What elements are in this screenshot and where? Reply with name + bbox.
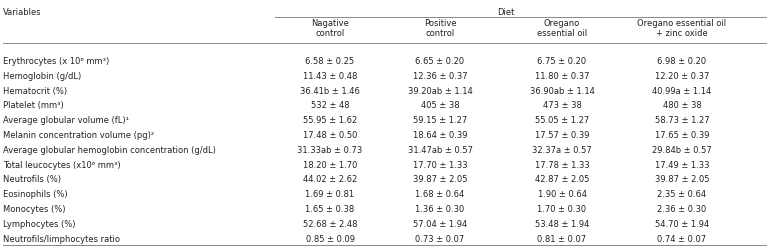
Text: 44.02 ± 2.62: 44.02 ± 2.62 [303,175,357,184]
Text: 17.78 ± 1.33: 17.78 ± 1.33 [534,161,589,170]
Text: essential oil: essential oil [537,29,587,38]
Text: 6.65 ± 0.20: 6.65 ± 0.20 [415,57,464,66]
Text: Oregano essential oil: Oregano essential oil [638,19,727,28]
Text: 473 ± 38: 473 ± 38 [543,101,581,110]
Text: 1.68 ± 0.64: 1.68 ± 0.64 [415,190,464,199]
Text: 0.73 ± 0.07: 0.73 ± 0.07 [415,235,464,244]
Text: 2.35 ± 0.64: 2.35 ± 0.64 [657,190,707,199]
Text: 39.87 ± 2.05: 39.87 ± 2.05 [654,175,709,184]
Text: 1.69 ± 0.81: 1.69 ± 0.81 [305,190,355,199]
Text: 6.58 ± 0.25: 6.58 ± 0.25 [305,57,355,66]
Text: 55.05 ± 1.27: 55.05 ± 1.27 [535,116,589,125]
Text: control: control [425,29,454,38]
Text: Platelet (mm³): Platelet (mm³) [3,101,64,110]
Text: 1.36 ± 0.30: 1.36 ± 0.30 [415,205,464,214]
Text: 39.87 ± 2.05: 39.87 ± 2.05 [413,175,468,184]
Text: Hematocrit (%): Hematocrit (%) [3,87,67,96]
Text: 17.57 ± 0.39: 17.57 ± 0.39 [534,131,589,140]
Text: 36.41b ± 1.46: 36.41b ± 1.46 [300,87,360,96]
Text: 405 ± 38: 405 ± 38 [421,101,459,110]
Text: Melanin concentration volume (pg)²: Melanin concentration volume (pg)² [3,131,154,140]
Text: Diet: Diet [498,8,514,17]
Text: 1.70 ± 0.30: 1.70 ± 0.30 [538,205,587,214]
Text: 17.49 ± 1.33: 17.49 ± 1.33 [654,161,709,170]
Text: 39.20ab ± 1.14: 39.20ab ± 1.14 [408,87,472,96]
Text: 11.43 ± 0.48: 11.43 ± 0.48 [303,72,357,81]
Text: control: control [315,29,345,38]
Text: 40.99a ± 1.14: 40.99a ± 1.14 [652,87,711,96]
Text: Average globular volume (fL)¹: Average globular volume (fL)¹ [3,116,129,125]
Text: + zinc oxide: + zinc oxide [656,29,708,38]
Text: 17.70 ± 1.33: 17.70 ± 1.33 [413,161,468,170]
Text: Monocytes (%): Monocytes (%) [3,205,65,214]
Text: 31.33ab ± 0.73: 31.33ab ± 0.73 [298,146,363,155]
Text: 17.48 ± 0.50: 17.48 ± 0.50 [303,131,357,140]
Text: 53.48 ± 1.94: 53.48 ± 1.94 [534,220,589,229]
Text: Erythrocytes (x 10⁶ mm³): Erythrocytes (x 10⁶ mm³) [3,57,109,66]
Text: 12.36 ± 0.37: 12.36 ± 0.37 [413,72,468,81]
Text: Total leucocytes (x10⁶ mm³): Total leucocytes (x10⁶ mm³) [3,161,121,170]
Text: Neutrofils/limphocytes ratio: Neutrofils/limphocytes ratio [3,235,120,244]
Text: 31.47ab ± 0.57: 31.47ab ± 0.57 [408,146,472,155]
Text: Hemoglobin (g/dL): Hemoglobin (g/dL) [3,72,82,81]
Text: Oregano: Oregano [544,19,580,28]
Text: 36.90ab ± 1.14: 36.90ab ± 1.14 [530,87,594,96]
Text: 17.65 ± 0.39: 17.65 ± 0.39 [654,131,709,140]
Text: 532 ± 48: 532 ± 48 [311,101,349,110]
Text: 29.84b ± 0.57: 29.84b ± 0.57 [652,146,712,155]
Text: 55.95 ± 1.62: 55.95 ± 1.62 [303,116,357,125]
Text: 52.68 ± 2.48: 52.68 ± 2.48 [303,220,358,229]
Text: Variables: Variables [3,8,42,17]
Text: 18.20 ± 1.70: 18.20 ± 1.70 [303,161,357,170]
Text: 59.15 ± 1.27: 59.15 ± 1.27 [413,116,467,125]
Text: 58.73 ± 1.27: 58.73 ± 1.27 [654,116,709,125]
Text: 480 ± 38: 480 ± 38 [663,101,701,110]
Text: 1.90 ± 0.64: 1.90 ± 0.64 [538,190,587,199]
Text: 0.81 ± 0.07: 0.81 ± 0.07 [538,235,587,244]
Text: Positive: Positive [424,19,456,28]
Text: 0.74 ± 0.07: 0.74 ± 0.07 [657,235,707,244]
Text: Neutrofils (%): Neutrofils (%) [3,175,61,184]
Text: 2.36 ± 0.30: 2.36 ± 0.30 [657,205,707,214]
Text: 6.75 ± 0.20: 6.75 ± 0.20 [538,57,587,66]
Text: 54.70 ± 1.94: 54.70 ± 1.94 [655,220,709,229]
Text: 11.80 ± 0.37: 11.80 ± 0.37 [534,72,589,81]
Text: Average globular hemoglobin concentration (g/dL): Average globular hemoglobin concentratio… [3,146,216,155]
Text: 18.64 ± 0.39: 18.64 ± 0.39 [413,131,468,140]
Text: 42.87 ± 2.05: 42.87 ± 2.05 [534,175,589,184]
Text: 1.65 ± 0.38: 1.65 ± 0.38 [305,205,355,214]
Text: Lymphocytes (%): Lymphocytes (%) [3,220,75,229]
Text: Eosinophils (%): Eosinophils (%) [3,190,68,199]
Text: 32.37a ± 0.57: 32.37a ± 0.57 [532,146,592,155]
Text: 0.85 ± 0.09: 0.85 ± 0.09 [305,235,355,244]
Text: 12.20 ± 0.37: 12.20 ± 0.37 [655,72,709,81]
Text: 6.98 ± 0.20: 6.98 ± 0.20 [657,57,707,66]
Text: 57.04 ± 1.94: 57.04 ± 1.94 [413,220,467,229]
Text: Nagative: Nagative [311,19,349,28]
